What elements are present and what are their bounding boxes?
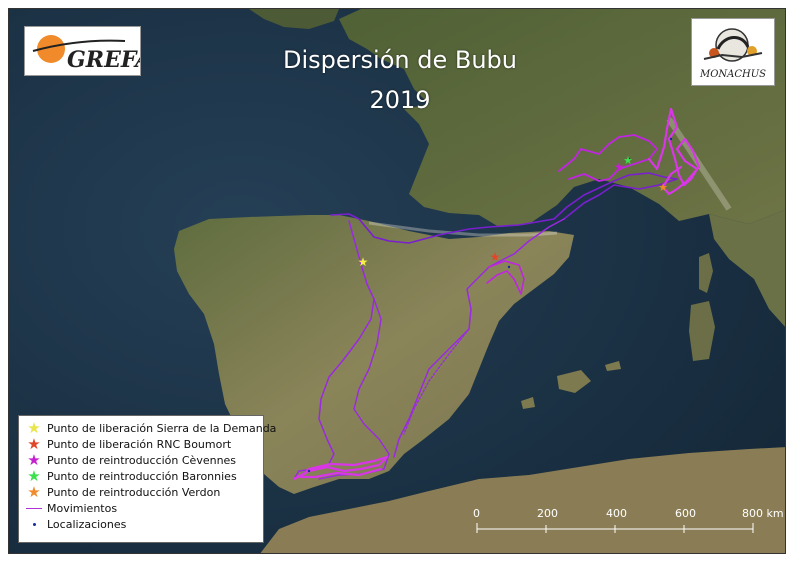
scale-label-600: 600 [675, 507, 696, 520]
track-iberia-east [393, 218, 565, 458]
land-corsica [699, 253, 713, 293]
land-ibiza [521, 397, 535, 409]
svg-text:GREFA: GREFA [67, 47, 140, 73]
svg-text:MONACHUS: MONACHUS [699, 69, 766, 80]
legend-item-localizaciones: Localizaciones [23, 516, 126, 532]
land-mallorca [557, 370, 591, 393]
localization-points [307, 137, 673, 473]
dot-icon [23, 516, 45, 532]
localization-dot [307, 469, 311, 473]
land-menorca [605, 361, 621, 371]
track-north [330, 172, 678, 244]
scale-label-200: 200 [537, 507, 558, 520]
point-boumort: ★ [490, 250, 501, 264]
star-icon: ★ [27, 467, 41, 485]
point-verdon: ★ [658, 181, 668, 194]
scale-label-0: 0 [473, 507, 480, 520]
monachus-logo: MONACHUS [691, 18, 775, 86]
star-icon: ★ [27, 451, 41, 469]
scale-bar [476, 523, 754, 533]
star-icon: ★ [27, 435, 41, 453]
land-sardinia [689, 301, 715, 361]
land-africa [260, 447, 785, 553]
legend-item-movimientos: Movimientos [23, 500, 117, 516]
map-title: Dispersión de Bubu [283, 46, 517, 74]
legend-item-baronnies: ★ Punto de reintroducción Baronnies [23, 467, 236, 485]
map-legend: ★ Punto de liberación Sierra de la Deman… [18, 415, 276, 543]
grefa-logo: GREFA [24, 26, 152, 76]
scale-label-400: 400 [606, 507, 627, 520]
track-andalusia [292, 455, 389, 481]
track-boumort-loop [486, 260, 525, 295]
localization-dot [627, 157, 631, 161]
legend-item-boumort: ★ Punto de liberación RNC Boumort [23, 436, 231, 452]
track-east-coast [403, 328, 470, 435]
map-year: 2019 [369, 86, 431, 114]
release-points: ★ ★ ★ ★ ★ [358, 154, 668, 269]
legend-item-sierra-demanda: ★ Punto de liberación Sierra de la Deman… [23, 420, 276, 436]
localization-dot [669, 137, 673, 141]
line-icon [23, 500, 45, 516]
track-cevennes [558, 134, 658, 182]
point-sierra-demanda: ★ [358, 255, 369, 269]
localization-dot [507, 265, 511, 269]
scale-label-800: 800 km [742, 507, 784, 520]
legend-item-verdon: ★ Punto de reintroducción Verdon [23, 484, 220, 500]
track-alps [647, 107, 701, 196]
star-icon: ★ [27, 419, 41, 437]
star-icon: ★ [27, 483, 41, 501]
point-cevennes: ★ [614, 160, 625, 174]
legend-item-cevennes: ★ Punto de reintroducción Cèvennes [23, 452, 236, 468]
point-baronnies: ★ [623, 154, 633, 167]
land-britain [249, 9, 339, 29]
land-italy [709, 209, 785, 327]
movement-tracks [292, 107, 701, 481]
